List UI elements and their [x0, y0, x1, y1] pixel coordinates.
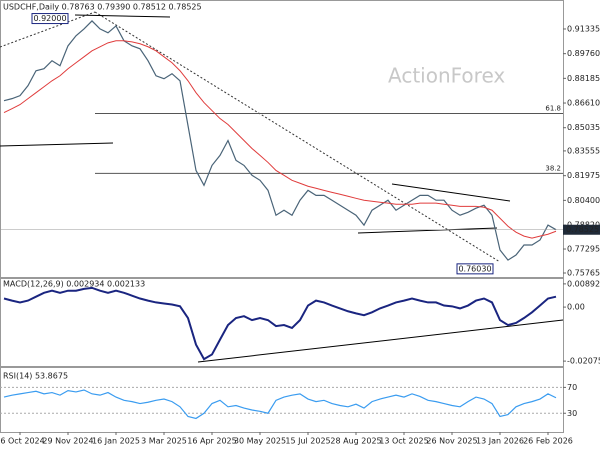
price-box-label: 0.76030: [458, 264, 491, 273]
y-tick-label: 0.80400: [567, 196, 600, 205]
y-tick-label: 0.85035: [567, 123, 600, 132]
y-tick-label: 0.81975: [567, 171, 600, 180]
x-tick-label: 3 Mar 2025: [141, 437, 187, 446]
x-tick-label: 26 Nov 2025: [426, 437, 477, 446]
series-line: [3, 20, 557, 261]
trend-line: [0, 142, 114, 147]
x-tick-label: 13 Jan 2026: [476, 437, 524, 446]
watermark: ActionForex: [388, 64, 505, 88]
series-line: [3, 389, 557, 420]
macd-panel: [0, 278, 564, 367]
y-tick-label: 0.89760: [567, 49, 600, 58]
channel-line: [357, 227, 498, 234]
x-tick-label: 13 Oct 2025: [379, 437, 428, 446]
y-tick-label: 0.77295: [567, 245, 600, 254]
y-tick-label: 30: [567, 409, 577, 418]
y-tick-label: 0.83555: [567, 146, 600, 155]
y-tick-label: 0.75765: [567, 269, 600, 278]
fib-label: 61.8: [545, 105, 561, 113]
y-tick-label: 0.00: [567, 303, 585, 312]
series-line: [3, 40, 557, 239]
chart-title: USDCHF,Daily 0.78763 0.79390 0.78512 0.7…: [3, 3, 202, 12]
y-tick-label: 0.86610: [567, 99, 600, 108]
y-tick-label: -0.020759: [567, 357, 600, 366]
price-box: [31, 13, 69, 25]
x-tick-label: 30 May 2025: [234, 437, 286, 446]
main-panel: [0, 0, 564, 278]
rsi-panel: [0, 367, 564, 433]
y-tick-label: 0.008923: [567, 279, 600, 288]
last-price-box: [563, 224, 600, 235]
fib-label: 38.2: [545, 164, 561, 172]
x-tick-label: 16 Oct 2024: [0, 437, 45, 446]
x-tick-label: 29 Nov 2024: [42, 437, 93, 446]
y-tick-label: 70: [567, 383, 577, 392]
series-line: [3, 286, 557, 361]
x-tick-label: 28 Aug 2025: [330, 437, 381, 446]
macd-title: MACD(12,26,9) 0.002934 0.002133: [3, 280, 145, 289]
x-tick-label: 26 Feb 2026: [523, 437, 573, 446]
last-price-label: 0.78525: [566, 225, 599, 234]
x-tick-label: 15 Jul 2025: [285, 437, 330, 446]
trend-line: [94, 11, 501, 263]
trend-line: [0, 11, 96, 48]
y-tick-label: 0.91335: [567, 24, 600, 33]
x-tick-label: 16 Apr 2025: [187, 437, 236, 446]
macd-trend-line: [197, 319, 564, 363]
channel-line: [391, 183, 511, 202]
price-box-label: 0.92000: [33, 14, 66, 23]
trend-line: [74, 14, 171, 18]
x-tick-label: 16 Jan 2025: [92, 437, 140, 446]
rsi-title: RSI(14) 53.8675: [3, 372, 68, 381]
price-box: [456, 263, 494, 275]
y-tick-label: 0.88185: [567, 74, 600, 83]
